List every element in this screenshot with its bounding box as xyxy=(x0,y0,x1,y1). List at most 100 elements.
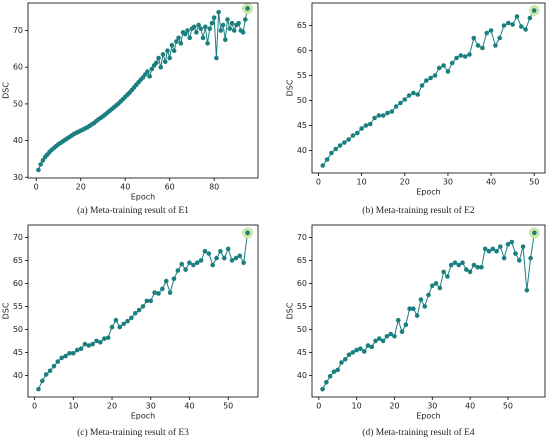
data-point xyxy=(490,246,496,252)
data-point xyxy=(467,52,472,57)
data-point xyxy=(486,248,492,254)
data-point xyxy=(191,24,197,30)
y-tick-label: 55 xyxy=(297,302,307,311)
x-tick-label: 40 xyxy=(486,178,496,187)
data-point xyxy=(149,66,155,72)
data-point xyxy=(86,343,92,348)
data-point xyxy=(494,248,499,254)
y-tick-label: 65 xyxy=(297,256,307,265)
data-point xyxy=(324,157,330,162)
data-point xyxy=(214,255,219,261)
data-point xyxy=(36,167,41,173)
y-tick-label: 50 xyxy=(297,325,307,334)
data-point xyxy=(222,255,227,261)
y-tick-label: 50 xyxy=(13,99,23,108)
data-point xyxy=(445,69,451,74)
data-point xyxy=(198,26,204,31)
data-point xyxy=(441,269,446,275)
x-tick-label: 30 xyxy=(427,402,437,411)
data-point xyxy=(105,335,111,340)
data-point xyxy=(144,298,150,304)
data-point xyxy=(527,15,533,21)
data-point xyxy=(449,60,455,66)
data-point xyxy=(145,69,150,74)
data-point xyxy=(243,17,248,22)
x-tick-label: 20 xyxy=(107,402,117,411)
data-point xyxy=(320,163,326,168)
data-point xyxy=(209,20,215,26)
y-tick-label: 40 xyxy=(297,371,307,380)
x-tick-label: 20 xyxy=(400,178,410,187)
data-point xyxy=(506,20,511,26)
data-point xyxy=(240,30,246,35)
data-point xyxy=(210,262,215,268)
data-point xyxy=(136,307,142,313)
data-point xyxy=(384,333,390,339)
x-tick-label: 0 xyxy=(32,402,37,411)
data-point xyxy=(399,329,405,334)
y-tick-label: 55 xyxy=(297,71,307,80)
data-point xyxy=(458,53,464,58)
x-axis-label: Epoch xyxy=(416,188,441,197)
data-point xyxy=(337,143,343,148)
data-point xyxy=(462,54,468,59)
data-point xyxy=(185,28,190,33)
data-point xyxy=(236,20,241,26)
data-point xyxy=(169,42,175,48)
data-point xyxy=(158,64,164,70)
data-point xyxy=(196,22,201,28)
data-point xyxy=(165,48,170,53)
data-point xyxy=(395,317,401,323)
data-point xyxy=(156,55,161,61)
data-point xyxy=(509,239,515,245)
data-point xyxy=(422,304,428,309)
data-point xyxy=(355,130,360,136)
data-point xyxy=(418,297,424,302)
data-point xyxy=(407,306,412,312)
y-axis-label: DSC xyxy=(2,302,11,319)
caption: (c) Meta-training result of E3 xyxy=(77,427,189,438)
x-tick-label: 50 xyxy=(223,402,233,411)
data-point xyxy=(245,6,250,11)
x-tick-label: 20 xyxy=(389,402,399,411)
data-point xyxy=(377,336,382,341)
data-point xyxy=(403,322,409,328)
x-tick-label: 10 xyxy=(357,178,367,187)
x-tick-label: 40 xyxy=(184,402,194,411)
data-point xyxy=(388,331,393,337)
y-tick-label: 60 xyxy=(297,279,307,288)
data-point xyxy=(178,41,184,46)
data-point xyxy=(488,28,494,33)
y-tick-label: 45 xyxy=(297,348,307,357)
data-point xyxy=(367,121,373,127)
data-point xyxy=(78,346,84,352)
data-point xyxy=(245,230,250,236)
data-point xyxy=(63,353,68,359)
data-point xyxy=(71,351,76,356)
x-tick-label: 0 xyxy=(34,183,39,192)
data-point xyxy=(358,346,363,352)
data-point xyxy=(333,146,339,152)
data-point xyxy=(471,35,477,41)
data-point xyxy=(218,28,224,33)
data-point xyxy=(129,315,134,321)
data-point xyxy=(452,260,458,266)
data-point xyxy=(214,55,219,61)
data-point xyxy=(59,355,64,361)
data-point xyxy=(113,317,119,323)
caption: (a) Meta-training result of E1 xyxy=(77,205,189,216)
y-axis-label: DSC xyxy=(286,302,295,319)
y-tick-label: 45 xyxy=(13,348,23,357)
data-point xyxy=(475,265,480,270)
data-point xyxy=(241,260,246,266)
data-point xyxy=(363,123,369,128)
data-point xyxy=(429,283,435,289)
y-tick-label: 50 xyxy=(297,96,307,105)
data-point xyxy=(460,260,465,266)
y-tick-label: 50 xyxy=(13,325,23,334)
data-point xyxy=(523,27,528,32)
data-point xyxy=(428,75,433,81)
data-point xyxy=(320,386,325,392)
data-point xyxy=(505,242,511,247)
data-point xyxy=(497,35,502,41)
